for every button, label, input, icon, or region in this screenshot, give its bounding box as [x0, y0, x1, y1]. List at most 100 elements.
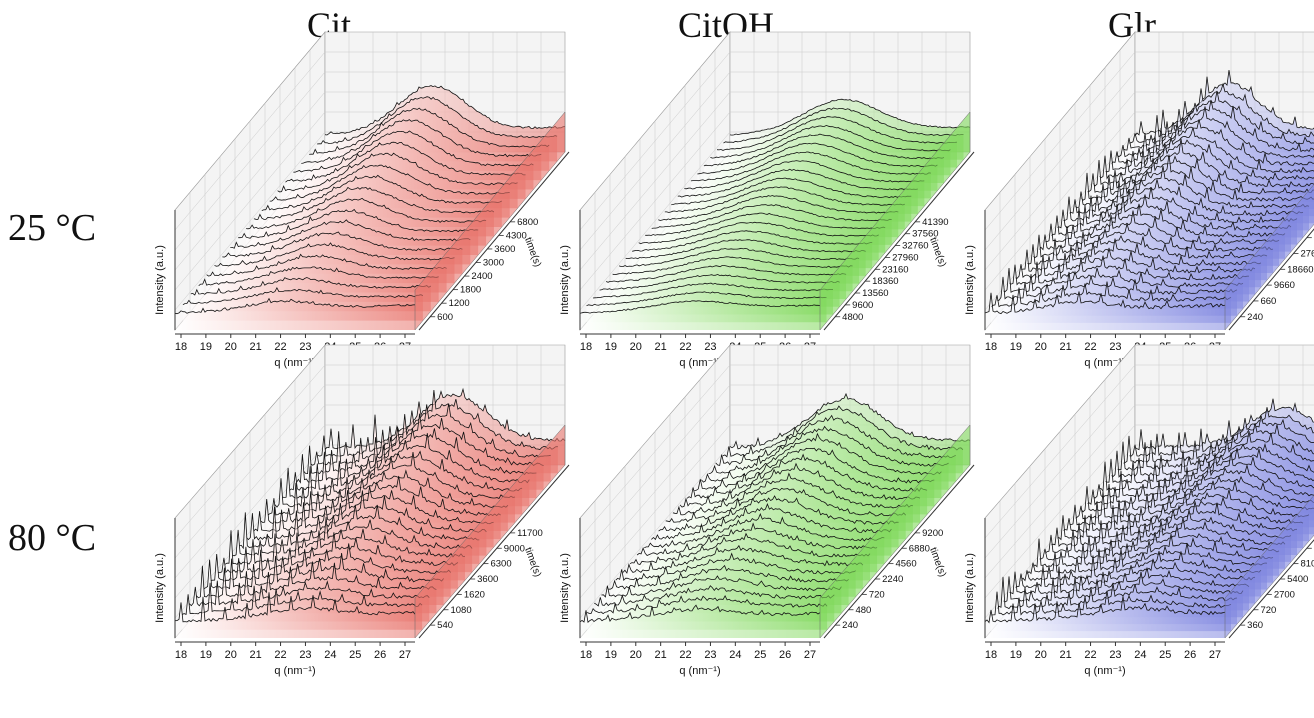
time-axis-label: time(s)	[522, 546, 543, 578]
time-tick-label: 480	[855, 605, 871, 616]
time-tick-label: 6300	[490, 559, 511, 570]
time-tick-label: 6880	[909, 543, 930, 554]
time-tick-label: 660	[1260, 296, 1276, 307]
row-title-80c: 80 °C	[8, 516, 96, 560]
x-tick-label: 22	[679, 649, 691, 661]
time-tick-label: 27960	[892, 252, 918, 263]
time-tick-label: 720	[1260, 605, 1276, 616]
x-tick-label: 25	[754, 649, 766, 661]
time-tick-label: 720	[869, 589, 885, 600]
time-tick-label: 4800	[842, 312, 863, 323]
x-tick-label: 24	[324, 649, 336, 661]
x-tick-label: 25	[1159, 649, 1171, 661]
x-tick-label: 23	[1109, 341, 1121, 353]
time-tick-label: 41390	[922, 217, 948, 228]
x-tick-label: 26	[374, 649, 386, 661]
x-tick-label: 22	[1084, 341, 1096, 353]
y-axis-label: Intensity (a.u.)	[559, 553, 571, 623]
time-tick-label: 3000	[483, 258, 504, 269]
time-tick-label: 23160	[882, 264, 908, 275]
time-tick-label: 27660	[1300, 248, 1314, 259]
x-tick-label: 21	[655, 341, 667, 353]
time-tick-label: 600	[437, 312, 453, 323]
x-tick-label: 21	[1060, 649, 1072, 661]
x-tick-label: 19	[1010, 341, 1022, 353]
time-tick-label: 9660	[1274, 280, 1295, 291]
x-tick-label: 18	[985, 649, 997, 661]
x-tick-label: 23	[704, 341, 716, 353]
time-tick-label: 1800	[460, 285, 481, 296]
time-tick-label: 3600	[494, 244, 515, 255]
x-tick-label: 21	[655, 649, 667, 661]
x-tick-label: 20	[225, 341, 237, 353]
time-tick-label: 1620	[464, 589, 485, 600]
time-tick-label: 18660	[1287, 264, 1313, 275]
x-tick-label: 27	[804, 649, 816, 661]
x-tick-label: 19	[605, 649, 617, 661]
time-tick-label: 240	[1247, 312, 1263, 323]
time-tick-label: 13560	[862, 288, 888, 299]
time-tick-label: 4560	[895, 559, 916, 570]
x-tick-label: 20	[630, 341, 642, 353]
time-tick-label: 1080	[450, 605, 471, 616]
x-tick-label: 23	[704, 649, 716, 661]
time-tick-label: 360	[1247, 620, 1263, 631]
x-tick-label: 21	[250, 341, 262, 353]
time-tick-label: 2700	[1274, 589, 1295, 600]
x-tick-label: 23	[1109, 649, 1121, 661]
x-axis-label: q (nm⁻¹)	[1084, 665, 1125, 677]
time-tick-label: 2400	[471, 271, 492, 282]
time-tick-label: 18360	[872, 276, 898, 287]
time-tick-label: 3600	[477, 574, 498, 585]
x-tick-label: 27	[1209, 649, 1221, 661]
x-tick-label: 18	[580, 341, 592, 353]
x-tick-label: 20	[1035, 341, 1047, 353]
y-axis-label: Intensity (a.u.)	[154, 245, 166, 315]
x-tick-label: 19	[605, 341, 617, 353]
time-tick-label: 9000	[504, 543, 525, 554]
x-tick-label: 25	[349, 649, 361, 661]
x-tick-label: 19	[200, 341, 212, 353]
time-tick-label: 1200	[449, 298, 470, 309]
time-tick-label: 11700	[517, 528, 543, 539]
y-axis-label: Intensity (a.u.)	[559, 245, 571, 315]
time-axis-label: time(s)	[927, 236, 948, 268]
time-axis-label: time(s)	[927, 546, 948, 578]
x-tick-label: 19	[200, 649, 212, 661]
x-tick-label: 23	[299, 341, 311, 353]
time-tick-label: 9600	[852, 300, 873, 311]
x-tick-label: 24	[1134, 649, 1146, 661]
y-axis-label: Intensity (a.u.)	[964, 553, 976, 623]
row-title-25c: 25 °C	[8, 206, 96, 250]
x-tick-label: 18	[985, 341, 997, 353]
x-tick-label: 24	[729, 649, 741, 661]
x-tick-label: 20	[225, 649, 237, 661]
x-tick-label: 19	[1010, 649, 1022, 661]
time-tick-label: 240	[842, 620, 858, 631]
time-axis-label: time(s)	[522, 236, 543, 268]
x-tick-label: 26	[779, 649, 791, 661]
x-tick-label: 21	[1060, 341, 1072, 353]
x-tick-label: 21	[250, 649, 262, 661]
x-tick-label: 18	[175, 341, 187, 353]
time-tick-label: 32760	[902, 241, 928, 252]
time-tick-label: 540	[437, 620, 453, 631]
x-axis-label: q (nm⁻¹)	[274, 665, 315, 677]
time-tick-label: 9200	[922, 528, 943, 539]
y-axis-label: Intensity (a.u.)	[964, 245, 976, 315]
y-axis-label: Intensity (a.u.)	[154, 553, 166, 623]
x-axis-label: q (nm⁻¹)	[679, 665, 720, 677]
time-tick-label: 6800	[517, 217, 538, 228]
x-tick-label: 22	[1084, 649, 1096, 661]
x-tick-label: 20	[630, 649, 642, 661]
x-tick-label: 23	[299, 649, 311, 661]
x-tick-label: 22	[274, 649, 286, 661]
